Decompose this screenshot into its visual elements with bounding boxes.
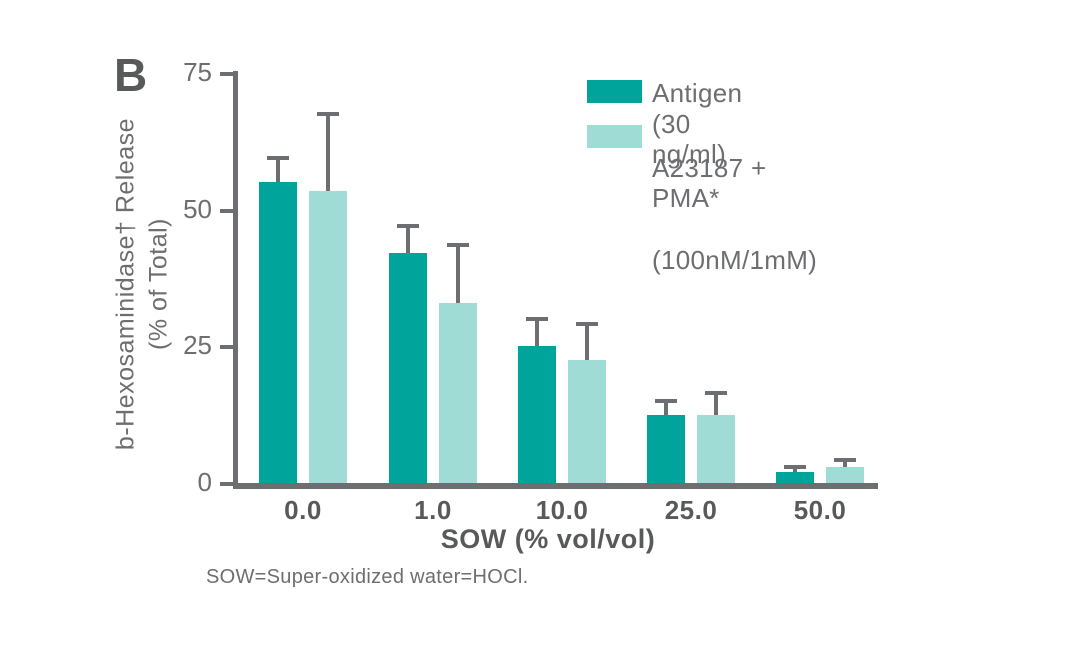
error-bar-cap-1-2	[576, 322, 598, 327]
error-bar-stem-1-1	[456, 245, 460, 303]
error-bar-cap-0-0	[267, 155, 289, 160]
bar-antigen-50.0	[776, 472, 814, 483]
footnote: SOW=Super-oxidized water=HOCl.	[206, 566, 529, 588]
y-tick-mark-50	[220, 208, 233, 213]
error-bar-stem-0-0	[276, 157, 280, 183]
legend-swatch-a23187	[587, 125, 642, 148]
bar-a23187-0.0	[309, 190, 347, 483]
y-tick-label-25: 25	[183, 330, 212, 361]
error-bar-stem-1-0	[326, 114, 330, 191]
bar-antigen-1.0	[389, 253, 427, 483]
bar-a23187-10.0	[568, 360, 606, 483]
x-tick-label-10.0: 10.0	[535, 495, 589, 525]
y-tick-mark-25	[220, 345, 233, 350]
legend-label-antigen: Antigen (30 ng/ml)	[652, 78, 743, 170]
error-bar-stem-0-1	[406, 226, 410, 254]
error-bar-cap-0-3	[655, 399, 677, 403]
bar-antigen-10.0	[518, 346, 556, 483]
bar-antigen-0.0	[259, 182, 297, 483]
x-axis-title: SOW (% vol/vol)	[440, 524, 656, 554]
y-tick-mark-0	[220, 482, 233, 486]
error-bar-stem-0-3	[664, 401, 668, 415]
bar-a23187-50.0	[826, 466, 864, 483]
y-tick-label-75: 75	[183, 57, 212, 87]
error-bar-cap-0-2	[526, 317, 548, 321]
bar-antigen-25.0	[647, 414, 685, 483]
bar-a23187-25.0	[697, 414, 735, 483]
legend-swatch-antigen	[587, 80, 642, 103]
x-tick-label-1.0: 1.0	[414, 495, 452, 525]
legend-label-a23187-line1: A23187 + PMA*	[652, 152, 767, 214]
error-bar-stem-1-2	[585, 324, 589, 360]
y-axis-line	[233, 71, 238, 489]
x-tick-label-50.0: 50.0	[793, 495, 847, 525]
error-bar-cap-0-4	[784, 464, 806, 469]
x-axis-line	[233, 483, 878, 489]
legend-label-a23187: A23187 + PMA* (100nM/1mM)	[652, 122, 817, 306]
y-tick-label-0: 0	[197, 467, 212, 497]
error-bar-cap-1-1	[447, 243, 469, 248]
bar-a23187-1.0	[439, 302, 477, 483]
x-tick-label-0.0: 0.0	[284, 495, 322, 525]
error-bar-cap-0-1	[397, 224, 419, 229]
error-bar-stem-0-4	[793, 466, 797, 473]
y-tick-mark-75	[220, 72, 233, 76]
error-bar-cap-1-4	[834, 458, 856, 463]
panel-label: B	[114, 49, 149, 101]
x-tick-label-25.0: 25.0	[664, 495, 718, 525]
error-bar-stem-1-3	[714, 392, 718, 415]
error-bar-cap-1-0	[317, 112, 339, 116]
error-bar-stem-1-4	[843, 460, 847, 467]
error-bar-stem-0-2	[535, 319, 539, 347]
error-bar-cap-1-3	[705, 390, 727, 395]
legend-label-a23187-line2: (100nM/1mM)	[652, 244, 818, 275]
y-tick-label-50: 50	[183, 193, 212, 224]
